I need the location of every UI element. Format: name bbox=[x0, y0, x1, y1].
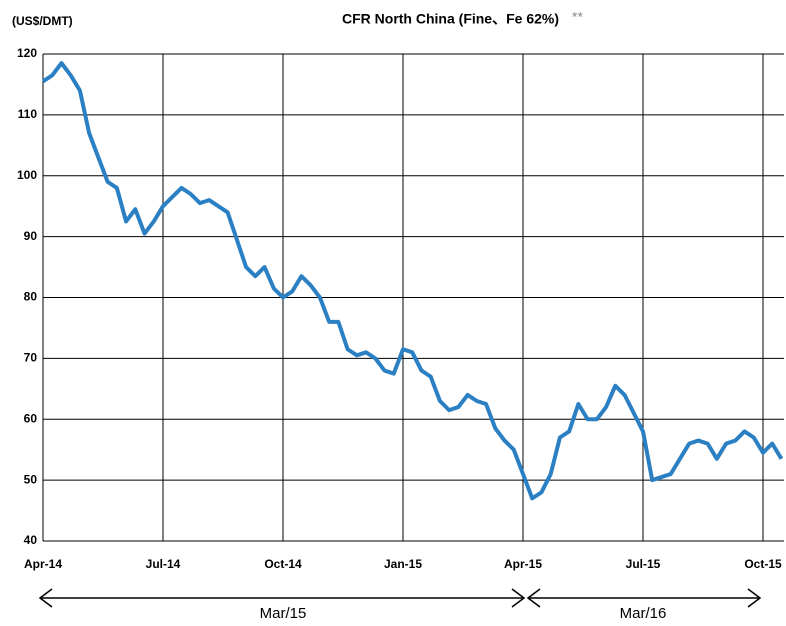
annotation: Mar/15 bbox=[260, 605, 307, 622]
y-tick-label: 90 bbox=[24, 229, 38, 243]
y-tick-label: 100 bbox=[17, 168, 37, 182]
x-tick-label: Jan-15 bbox=[384, 557, 422, 571]
x-tick-label: Oct-14 bbox=[264, 557, 302, 571]
x-tick-label: Oct-15 bbox=[744, 557, 782, 571]
annotation: Mar/16 bbox=[620, 605, 667, 622]
y-axis-label: (US$/DMT) bbox=[12, 14, 73, 28]
y-tick-label: 60 bbox=[24, 411, 38, 425]
x-tick-label: Jul-14 bbox=[146, 557, 181, 571]
period-arrows bbox=[38, 588, 762, 608]
y-tick-label: 110 bbox=[18, 107, 38, 121]
x-tick-label: Apr-15 bbox=[504, 557, 542, 571]
y-tick-label: 50 bbox=[24, 472, 38, 486]
data-line bbox=[41, 61, 784, 501]
x-tick-label: Apr-14 bbox=[24, 557, 62, 571]
y-tick-label: 120 bbox=[17, 46, 37, 60]
x-tick-label: Jul-15 bbox=[626, 557, 661, 571]
y-tick-label: 80 bbox=[24, 290, 38, 304]
y-tick-label: 70 bbox=[24, 351, 38, 365]
chart-title: CFR North China (Fine、Fe 62%) bbox=[342, 11, 559, 27]
y-tick-label: 40 bbox=[24, 533, 38, 547]
title-note: ** bbox=[572, 9, 583, 25]
